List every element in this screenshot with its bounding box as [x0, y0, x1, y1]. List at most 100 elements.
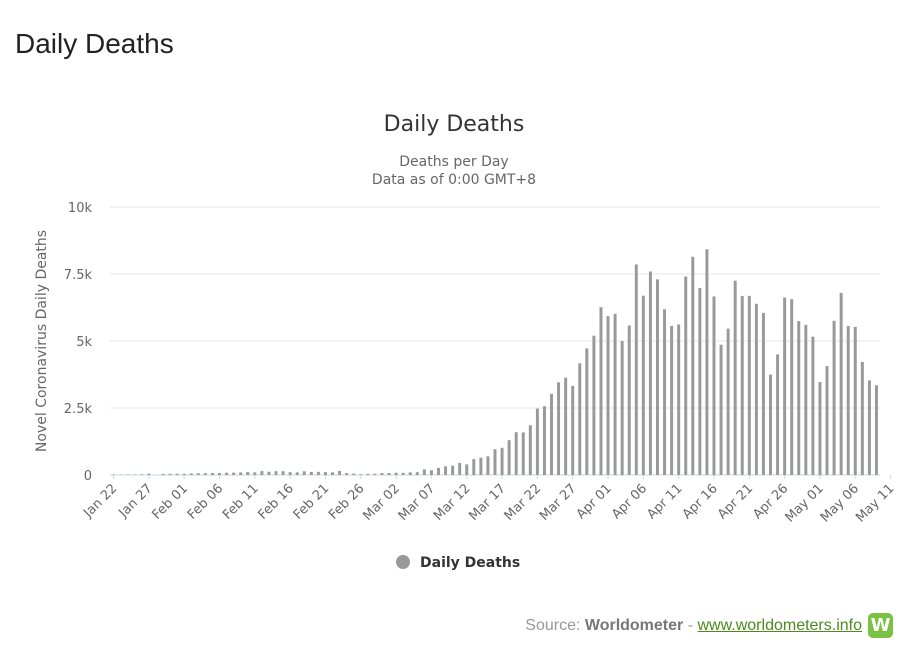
bar[interactable] — [634, 264, 638, 475]
bar[interactable] — [175, 473, 179, 475]
bar[interactable] — [705, 249, 709, 475]
bar[interactable] — [451, 465, 455, 475]
bar[interactable] — [712, 296, 716, 475]
bar[interactable] — [620, 341, 624, 475]
bar[interactable] — [345, 473, 349, 475]
bar[interactable] — [818, 382, 822, 475]
bar[interactable] — [550, 393, 553, 475]
bar[interactable] — [648, 271, 652, 475]
bar[interactable] — [811, 336, 815, 475]
bar[interactable] — [627, 325, 631, 475]
bar[interactable] — [733, 280, 737, 475]
bar[interactable] — [140, 474, 144, 475]
bar[interactable] — [776, 354, 780, 475]
legend-marker-icon[interactable] — [396, 555, 410, 569]
bar[interactable] — [458, 462, 462, 475]
bar[interactable] — [797, 321, 801, 475]
bar[interactable] — [761, 312, 765, 475]
bar[interactable] — [874, 385, 878, 475]
bar[interactable] — [740, 296, 744, 475]
bar[interactable] — [352, 473, 356, 475]
bar[interactable] — [366, 473, 370, 475]
bar[interactable] — [557, 382, 561, 475]
bar[interactable] — [260, 471, 264, 475]
bar[interactable] — [161, 473, 165, 475]
bar[interactable] — [677, 324, 681, 475]
bar[interactable] — [691, 256, 695, 475]
bar[interactable] — [281, 471, 285, 475]
bar[interactable] — [168, 473, 172, 475]
bar[interactable] — [189, 473, 193, 475]
bar[interactable] — [641, 295, 645, 475]
bar[interactable] — [564, 377, 568, 475]
bar[interactable] — [493, 449, 497, 475]
bar[interactable] — [719, 344, 723, 475]
bar[interactable] — [500, 447, 504, 475]
bar[interactable] — [747, 295, 751, 475]
bar[interactable] — [514, 432, 518, 475]
bar[interactable] — [218, 473, 221, 475]
bar[interactable] — [578, 363, 582, 475]
bar[interactable] — [726, 328, 730, 475]
bar[interactable] — [507, 440, 511, 475]
bar[interactable] — [825, 366, 829, 475]
bar[interactable] — [521, 432, 525, 475]
bar[interactable] — [599, 307, 603, 475]
bar[interactable] — [387, 473, 391, 475]
bar[interactable] — [401, 472, 405, 475]
bar[interactable] — [182, 473, 186, 475]
legend[interactable]: Daily Deaths — [396, 555, 520, 571]
bar[interactable] — [210, 473, 214, 475]
bar[interactable] — [225, 472, 229, 475]
bar[interactable] — [585, 348, 589, 475]
bar[interactable] — [592, 335, 596, 475]
bar[interactable] — [394, 472, 398, 475]
bar[interactable] — [571, 385, 575, 475]
bar[interactable] — [486, 456, 490, 475]
bar[interactable] — [479, 457, 483, 475]
bar[interactable] — [853, 326, 857, 475]
bar[interactable] — [839, 292, 843, 475]
bar[interactable] — [331, 472, 335, 475]
bar[interactable] — [663, 309, 667, 475]
bar[interactable] — [867, 380, 871, 475]
bar[interactable] — [606, 316, 610, 475]
bar[interactable] — [288, 472, 292, 475]
bar[interactable] — [316, 471, 320, 475]
bar[interactable] — [472, 459, 476, 475]
bar[interactable] — [323, 472, 327, 475]
bar[interactable] — [754, 303, 758, 475]
bar[interactable] — [535, 408, 539, 475]
bar[interactable] — [203, 473, 207, 475]
bar[interactable] — [860, 361, 864, 475]
bar[interactable] — [302, 471, 306, 475]
bar[interactable] — [670, 325, 674, 475]
bar[interactable] — [684, 276, 688, 475]
bar[interactable] — [359, 474, 363, 475]
legend-label[interactable]: Daily Deaths — [420, 555, 520, 571]
bar[interactable] — [309, 471, 313, 475]
bar[interactable] — [769, 374, 772, 475]
worldometer-logo-icon[interactable]: W — [868, 613, 893, 638]
bar[interactable] — [444, 466, 448, 475]
bar[interactable] — [147, 473, 151, 475]
bar[interactable] — [542, 406, 546, 475]
bar[interactable] — [655, 279, 659, 475]
bar[interactable] — [338, 470, 342, 475]
bar[interactable] — [408, 472, 412, 475]
bar[interactable] — [196, 473, 200, 475]
bar[interactable] — [790, 299, 794, 475]
bar[interactable] — [422, 469, 426, 475]
bar[interactable] — [373, 473, 377, 475]
bar[interactable] — [295, 472, 299, 475]
bar[interactable] — [846, 326, 850, 475]
bar[interactable] — [437, 467, 440, 475]
bar[interactable] — [832, 320, 836, 475]
bar[interactable] — [465, 464, 469, 475]
source-link[interactable]: www.worldometers.info — [697, 617, 863, 634]
bar[interactable] — [274, 471, 278, 475]
bar[interactable] — [613, 313, 617, 475]
bar[interactable] — [783, 297, 787, 475]
bar[interactable] — [528, 425, 532, 475]
bar[interactable] — [380, 473, 384, 475]
